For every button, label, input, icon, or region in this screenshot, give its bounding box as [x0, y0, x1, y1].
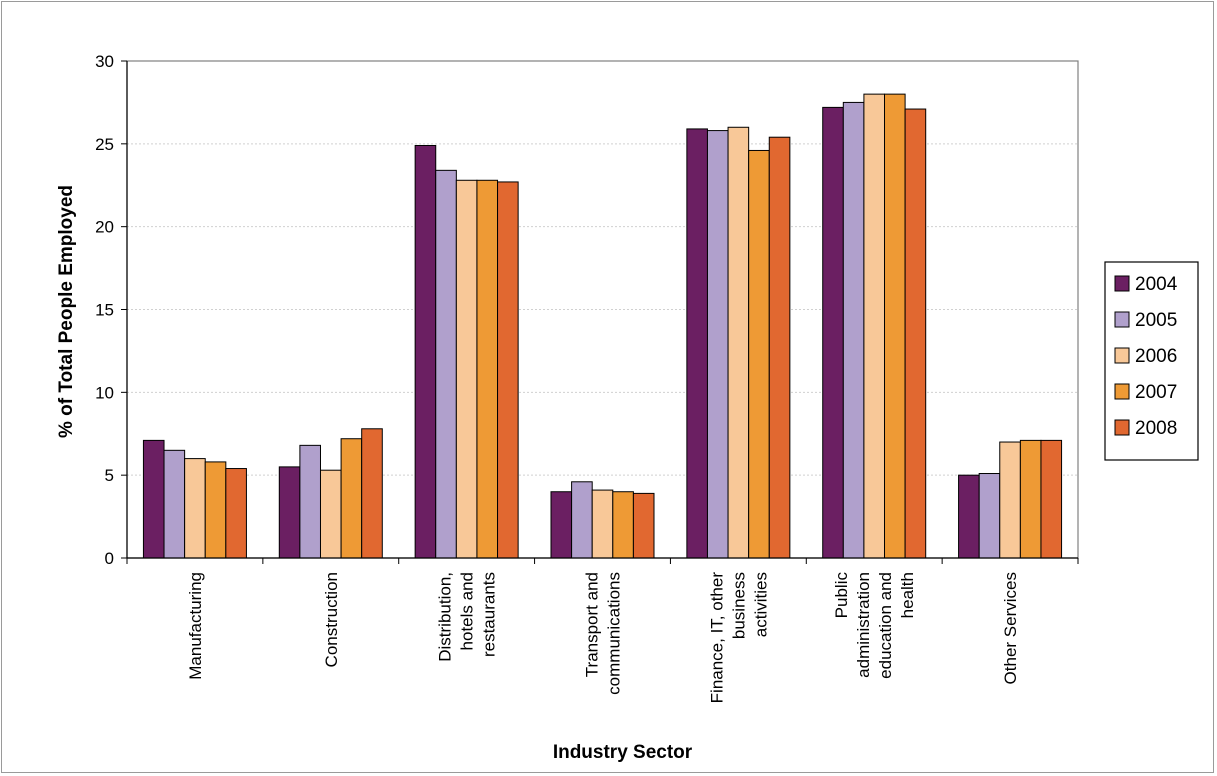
bar-2006: [455, 179, 478, 559]
x-category-label: Other Services: [1001, 572, 1020, 684]
legend-label-2007: 2007: [1135, 382, 1177, 403]
x-category-label: business: [729, 572, 748, 639]
legend-label-2006: 2006: [1135, 346, 1177, 367]
bar-2007: [340, 438, 363, 559]
bar-2006: [591, 489, 614, 559]
y-tick-label: 20: [95, 218, 114, 237]
bar-2007: [748, 149, 770, 559]
x-category-labels: Manufacturing Construction Distribution, ho…: [186, 572, 1020, 704]
bar-2008: [632, 492, 655, 559]
bar-2008: [361, 428, 383, 559]
legend-swatch-2007: [1114, 383, 1130, 400]
bar-2006: [319, 469, 342, 559]
legend-swatch-2008: [1114, 419, 1130, 436]
legend-label-2008: 2008: [1135, 418, 1177, 439]
bar-2004: [686, 128, 708, 559]
x-category-label: Finance, IT, other: [707, 572, 726, 704]
gridlines: [127, 143, 1078, 476]
legend-swatch-2006: [1114, 347, 1130, 364]
x-category-label: restaurants: [480, 572, 499, 657]
bar-2006: [727, 126, 750, 559]
legend-swatch-2004: [1114, 275, 1130, 292]
bar-2004: [958, 474, 980, 559]
bar-2005: [978, 473, 1001, 559]
bar-2005: [299, 444, 321, 559]
bar-2004: [822, 106, 844, 559]
x-axis-title: Industry Sector: [553, 742, 693, 763]
bar-2005: [706, 130, 729, 559]
x-category-label: Public: [832, 572, 851, 619]
bar-2004: [414, 144, 437, 559]
bar-2005: [435, 169, 457, 559]
legend-label-2004: 2004: [1135, 274, 1178, 295]
y-tick-label: 25: [95, 135, 114, 154]
bar-2004: [142, 439, 165, 559]
bar-2008: [497, 181, 519, 559]
x-category-label: activities: [751, 572, 770, 637]
x-category-label: administration: [854, 572, 873, 678]
x-category-label: Distribution,: [436, 572, 455, 662]
bar-2004: [278, 466, 301, 559]
bar-2008: [768, 136, 791, 559]
bar-2006: [184, 458, 206, 559]
bar-2007: [476, 179, 499, 559]
bar-2006: [863, 93, 886, 559]
x-category-label: education and: [876, 572, 895, 679]
bar-2007: [884, 93, 906, 559]
y-tick-label: 5: [105, 466, 114, 485]
x-category-label: Construction: [322, 572, 341, 667]
bar-2006: [999, 441, 1021, 559]
legend-swatch-2005: [1114, 311, 1130, 328]
bar-2008: [904, 108, 927, 559]
x-category-label: hotels and: [458, 572, 477, 650]
x-category-label: Manufacturing: [186, 572, 205, 680]
legend: 2004 2005 2006 2007 2008: [1104, 261, 1199, 461]
axes: [121, 60, 1079, 564]
y-axis-title: % of Total People Employed: [56, 185, 77, 438]
legend-label-2005: 2005: [1135, 310, 1177, 331]
bar-2005: [842, 101, 865, 559]
y-tick-label: 0: [105, 549, 114, 568]
x-category-label: communications: [605, 572, 624, 695]
y-tick-labels: 0 5 10 15 20 25 30: [95, 52, 114, 568]
bar-2005: [163, 449, 186, 559]
y-tick-label: 30: [95, 52, 114, 71]
bar-2008: [225, 468, 247, 559]
x-category-label: Transport and: [583, 572, 602, 677]
bar-2008: [1040, 439, 1063, 559]
x-category-label: health: [898, 572, 917, 618]
bar-2007: [1019, 439, 1042, 559]
y-tick-label: 10: [95, 383, 114, 402]
bars: [142, 93, 1063, 559]
bar-2004: [550, 491, 573, 559]
bar-2005: [571, 481, 593, 559]
bar-2007: [204, 461, 227, 559]
bar-2007: [612, 491, 634, 559]
y-tick-label: 15: [95, 301, 114, 320]
